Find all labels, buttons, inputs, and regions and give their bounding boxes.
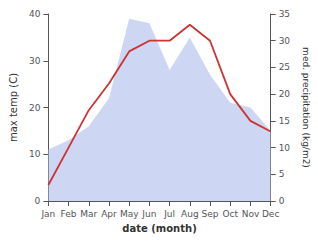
svg-text:Aug: Aug <box>181 209 199 219</box>
svg-text:Jul: Jul <box>163 209 175 219</box>
svg-text:10: 10 <box>279 143 291 153</box>
svg-text:Oct: Oct <box>222 209 238 219</box>
svg-text:0: 0 <box>35 196 41 206</box>
svg-text:40: 40 <box>29 9 41 19</box>
svg-text:20: 20 <box>279 89 291 99</box>
svg-text:Jun: Jun <box>141 209 156 219</box>
svg-text:Apr: Apr <box>101 209 117 219</box>
svg-text:30: 30 <box>29 56 41 66</box>
svg-text:Dec: Dec <box>262 209 279 219</box>
svg-text:May: May <box>120 209 139 219</box>
svg-text:med. precipitation (kg/m2): med. precipitation (kg/m2) <box>301 47 311 168</box>
svg-text:10: 10 <box>29 149 41 159</box>
svg-text:20: 20 <box>29 103 41 113</box>
svg-text:Mar: Mar <box>80 209 97 219</box>
svg-text:Nov: Nov <box>242 209 260 219</box>
svg-text:15: 15 <box>279 116 290 126</box>
svg-text:Jan: Jan <box>40 209 55 219</box>
svg-text:Sep: Sep <box>202 209 219 219</box>
svg-text:30: 30 <box>279 36 291 46</box>
svg-text:date (month): date (month) <box>122 223 196 234</box>
svg-text:25: 25 <box>279 62 290 72</box>
svg-text:max temp (C): max temp (C) <box>8 73 19 142</box>
svg-text:35: 35 <box>279 9 290 19</box>
svg-text:5: 5 <box>279 169 285 179</box>
svg-text:Feb: Feb <box>61 209 77 219</box>
svg-text:0: 0 <box>279 196 285 206</box>
